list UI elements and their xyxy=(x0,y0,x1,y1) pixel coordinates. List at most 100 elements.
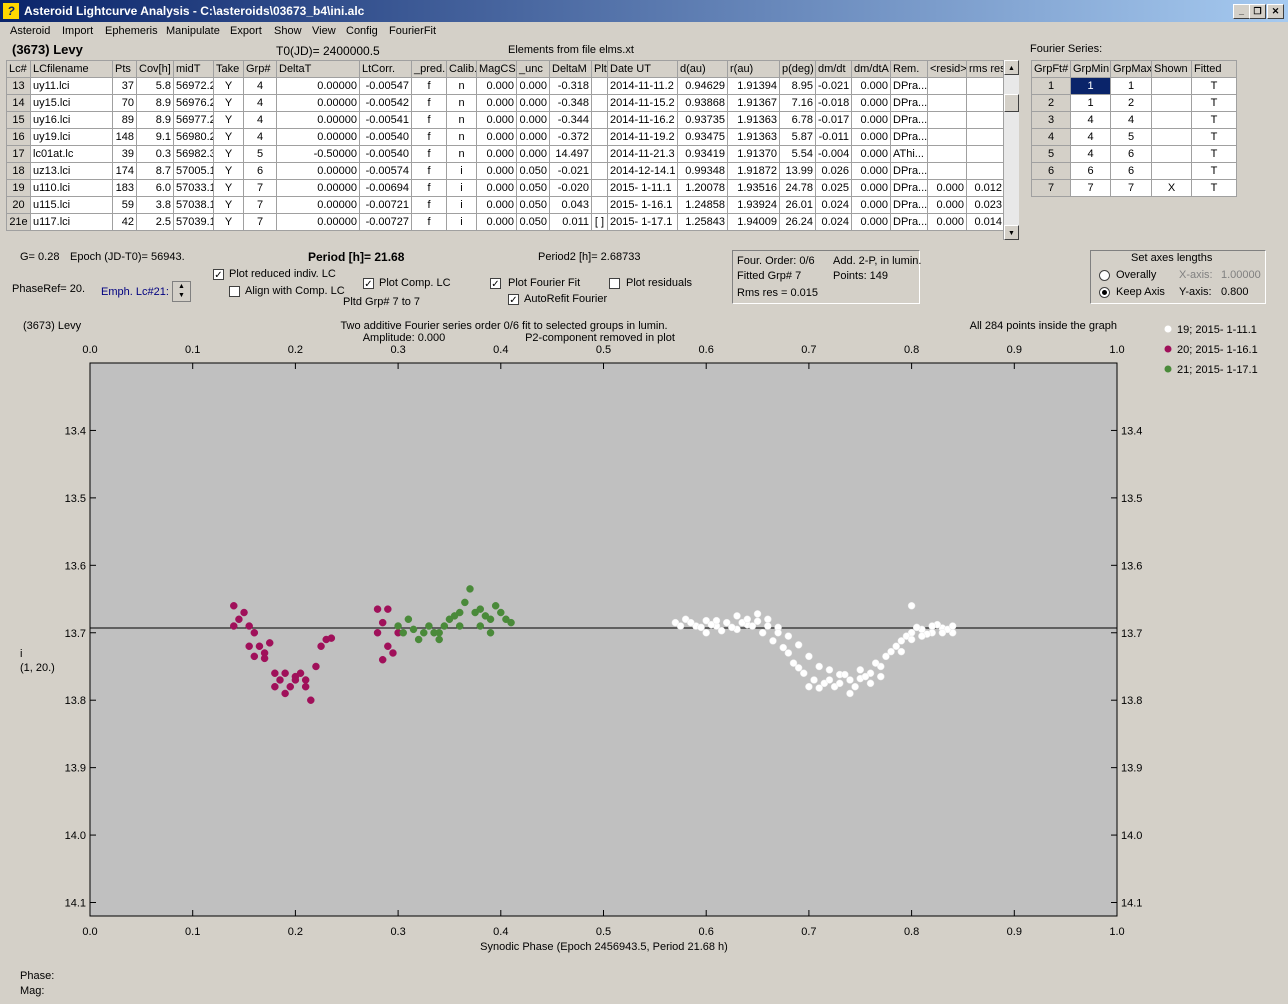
column-header[interactable]: Rem. xyxy=(890,60,928,78)
table-row[interactable]: 13 uy11.lci 37 5.8 56972.2 Y 4 0.00000 -0.00547 f… xyxy=(6,77,1005,95)
fourier-cell[interactable] xyxy=(1151,77,1192,95)
fourier-cell[interactable]: 7 xyxy=(1070,179,1111,197)
fourier-cell[interactable]: 4 xyxy=(1070,111,1111,129)
scroll-up-icon[interactable]: ▲ xyxy=(1004,60,1019,75)
table-row[interactable]: 19 u110.lci 183 6.0 57033.1 Y 7 0.00000 -0.00694… xyxy=(6,179,1005,197)
fourier-cell[interactable]: 1 xyxy=(1070,94,1111,112)
fourier-cell[interactable]: 1 xyxy=(1070,77,1111,95)
fourier-column-header[interactable]: GrpFt# xyxy=(1031,60,1071,78)
column-header[interactable]: Cov[h] xyxy=(136,60,174,78)
menu-manipulate[interactable]: Manipulate xyxy=(166,25,220,37)
fourier-cell[interactable]: 4 xyxy=(1110,111,1152,129)
row-header[interactable]: 21e xyxy=(6,213,31,231)
menu-config[interactable]: Config xyxy=(346,25,378,37)
row-header[interactable]: 15 xyxy=(6,111,31,129)
plot-fourier-checkbox[interactable]: ✓ xyxy=(490,278,501,290)
fourier-cell[interactable]: 2 xyxy=(1110,94,1152,112)
fourier-column-header[interactable]: Fitted xyxy=(1191,60,1237,78)
menu-view[interactable]: View xyxy=(312,25,336,37)
fourier-cell[interactable] xyxy=(1151,94,1192,112)
column-header[interactable]: dm/dtA xyxy=(851,60,891,78)
column-header[interactable]: Take xyxy=(213,60,244,78)
fourier-cell[interactable]: T xyxy=(1191,179,1237,197)
column-header[interactable]: LCfilename xyxy=(30,60,113,78)
autorefit-checkbox[interactable]: ✓ xyxy=(508,294,519,306)
column-header[interactable]: _unc xyxy=(516,60,550,78)
column-header[interactable]: Calib. xyxy=(446,60,477,78)
row-header[interactable]: 13 xyxy=(6,77,31,95)
column-header[interactable]: MagCS xyxy=(476,60,517,78)
fourier-row-header[interactable]: 4 xyxy=(1031,128,1071,146)
x-axis-value[interactable]: 1.00000 xyxy=(1221,269,1261,281)
column-header[interactable]: r(au) xyxy=(727,60,780,78)
fourier-cell[interactable]: T xyxy=(1191,128,1237,146)
restore-button[interactable]: ❐ xyxy=(1249,4,1266,19)
table-row[interactable]: 14 uy15.lci 70 8.9 56976.2 Y 4 0.00000 -0.00542 f… xyxy=(6,94,1005,112)
fourier-cell[interactable] xyxy=(1151,145,1192,163)
fourier-cell[interactable] xyxy=(1151,162,1192,180)
fourier-row-header[interactable]: 5 xyxy=(1031,145,1071,163)
fourier-cell[interactable]: 6 xyxy=(1110,162,1152,180)
fourier-cell[interactable]: X xyxy=(1151,179,1192,197)
row-header[interactable]: 20 xyxy=(6,196,31,214)
fourier-column-header[interactable]: GrpMax xyxy=(1110,60,1152,78)
plot-reduced-checkbox[interactable]: ✓ xyxy=(213,269,224,281)
table-row[interactable]: 15 uy16.lci 89 8.9 56977.2 Y 4 0.00000 -0.00541 f… xyxy=(6,111,1005,129)
menu-fourierfit[interactable]: FourierFit xyxy=(389,25,437,37)
column-header[interactable]: Pts xyxy=(112,60,137,78)
menu-ephemeris[interactable]: Ephemeris xyxy=(105,25,158,37)
table-scrollbar[interactable]: ▲ ▼ xyxy=(1003,60,1019,240)
menu-asteroid[interactable]: Asteroid xyxy=(10,25,51,37)
menu-show[interactable]: Show xyxy=(274,25,302,37)
row-header[interactable]: 14 xyxy=(6,94,31,112)
column-header[interactable]: DeltaM xyxy=(549,60,592,78)
fourier-cell[interactable]: 6 xyxy=(1070,162,1111,180)
column-header[interactable]: Lc# xyxy=(6,60,31,78)
lightcurve-chart[interactable]: (3673) Levy Two additive Fourier series … xyxy=(7,313,1282,963)
plot-residuals-checkbox[interactable] xyxy=(609,278,620,289)
table-row[interactable]: 20 u115.lci 59 3.8 57038.1 Y 7 0.00000 -0.00721 f… xyxy=(6,196,1005,214)
fourier-row-header[interactable]: 1 xyxy=(1031,77,1071,95)
column-header[interactable]: p(deg) xyxy=(779,60,816,78)
fourier-cell[interactable]: T xyxy=(1191,94,1237,112)
fourier-row-header[interactable]: 7 xyxy=(1031,179,1071,197)
emph-spinner[interactable]: ▲ ▼ xyxy=(172,281,191,302)
column-header[interactable]: LtCorr. xyxy=(359,60,412,78)
fourier-row-header[interactable]: 2 xyxy=(1031,94,1071,112)
fourier-cell[interactable]: T xyxy=(1191,162,1237,180)
table-row[interactable]: 17 lc01at.lc 39 0.3 56982.3 Y 5 -0.50000 -0.0054… xyxy=(6,145,1005,163)
fourier-cell[interactable]: T xyxy=(1191,111,1237,129)
column-header[interactable]: <resid> xyxy=(927,60,967,78)
fourier-cell[interactable] xyxy=(1151,128,1192,146)
row-header[interactable]: 17 xyxy=(6,145,31,163)
table-row[interactable]: 16 uy19.lci 148 9.1 56980.2 Y 4 0.00000 -0.00540… xyxy=(6,128,1005,146)
column-header[interactable]: _pred. xyxy=(411,60,447,78)
fourier-cell[interactable] xyxy=(1151,111,1192,129)
y-axis-value[interactable]: 0.800 xyxy=(1221,286,1249,298)
fourier-row-header[interactable]: 6 xyxy=(1031,162,1071,180)
table-row[interactable]: 18 uz13.lci 174 8.7 57005.1 Y 6 0.00000 -0.00574… xyxy=(6,162,1005,180)
fourier-cell[interactable]: 6 xyxy=(1110,145,1152,163)
column-header[interactable]: dm/dt xyxy=(815,60,852,78)
row-header[interactable]: 19 xyxy=(6,179,31,197)
fourier-cell[interactable]: 7 xyxy=(1110,179,1152,197)
fourier-column-header[interactable]: GrpMin xyxy=(1070,60,1111,78)
menu-export[interactable]: Export xyxy=(230,25,262,37)
lightcurve-graph[interactable]: (3673) Levy Two additive Fourier series … xyxy=(7,313,1282,963)
fourier-cell[interactable]: 5 xyxy=(1110,128,1152,146)
overally-radio[interactable] xyxy=(1099,270,1110,281)
minimize-button[interactable]: _ xyxy=(1233,4,1250,19)
fourier-cell[interactable]: T xyxy=(1191,77,1237,95)
row-header[interactable]: 18 xyxy=(6,162,31,180)
plot-comp-checkbox[interactable]: ✓ xyxy=(363,278,374,290)
keep-axis-radio[interactable] xyxy=(1099,287,1110,298)
column-header[interactable]: d(au) xyxy=(677,60,728,78)
fourier-cell[interactable]: 1 xyxy=(1110,77,1152,95)
column-header[interactable]: midT xyxy=(173,60,214,78)
